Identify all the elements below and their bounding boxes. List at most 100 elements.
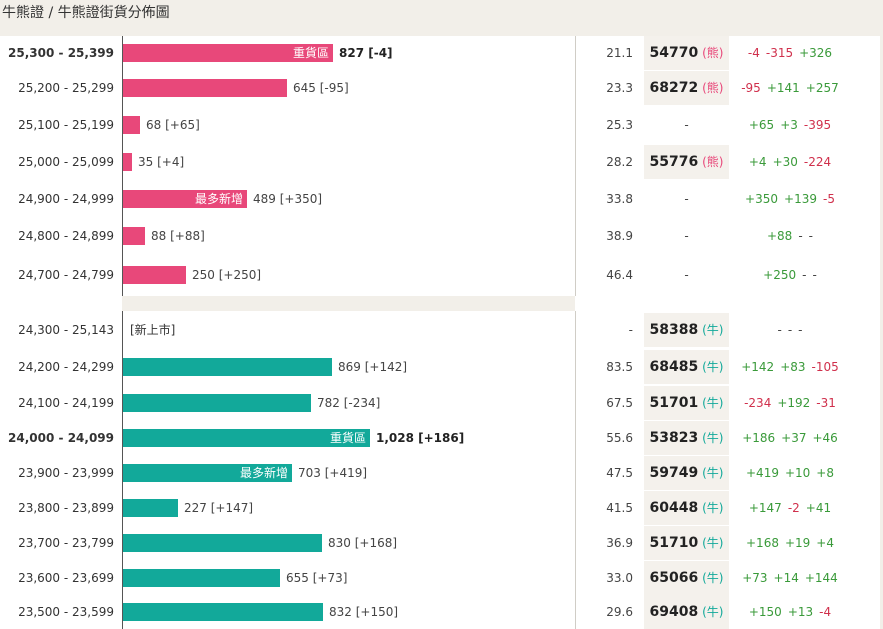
- warrant-code-cell[interactable]: 65066 (牛): [644, 561, 729, 595]
- change-value: +168: [746, 536, 779, 550]
- table-row[interactable]: 24,700 - 24,799 250 [+250] 46.4- +250- -: [0, 258, 883, 292]
- change-value: -395: [803, 118, 832, 132]
- strike-range: 25,100 - 25,199: [18, 118, 114, 132]
- warrant-code-cell[interactable]: 59749 (牛): [644, 456, 729, 490]
- warrant-code-cell[interactable]: 54770 (熊): [644, 36, 729, 70]
- strike-range: 24,300 - 25,143: [18, 323, 114, 337]
- outstanding-value: 832 [+150]: [329, 605, 399, 619]
- warrant-code-cell[interactable]: 51710 (牛): [644, 526, 729, 560]
- change-value: +8: [816, 466, 834, 480]
- ratio-value: 67.5: [606, 396, 633, 410]
- table-row[interactable]: 25,200 - 25,299 645 [-95] 23.3 68272 (熊) -95…: [0, 71, 883, 105]
- change-values: +65 +3 -395: [735, 108, 845, 142]
- outstanding-value: 250 [+250]: [192, 268, 262, 282]
- table-row[interactable]: 25,300 - 25,399 重貨區 827 [-4] 21.1 54770 (熊) -…: [0, 36, 883, 70]
- change-value: -: [798, 323, 803, 337]
- warrant-code-cell[interactable]: 68485 (牛): [644, 350, 729, 384]
- change-values: +88- -: [735, 219, 845, 253]
- change-value: +257: [805, 81, 839, 95]
- ratio-value: 55.6: [606, 431, 633, 445]
- bear-axis-line: [122, 36, 123, 296]
- bear-bar: 最多新增: [123, 190, 247, 208]
- warrant-code[interactable]: 68485: [649, 359, 699, 375]
- table-row[interactable]: 24,100 - 24,199 782 [-234] 67.5 51701 (牛) -2…: [0, 386, 883, 420]
- change-value: +139: [784, 192, 817, 206]
- ratio-value: 28.2: [606, 155, 633, 169]
- change-value: +19: [784, 536, 811, 550]
- warrant-kind: (牛): [698, 466, 724, 480]
- change-value: -234: [744, 396, 772, 410]
- table-row[interactable]: 23,700 - 23,799 830 [+168] 36.9 51710 (牛) +1…: [0, 526, 883, 560]
- change-values: +4 +30 -224: [735, 145, 845, 179]
- warrant-code-cell[interactable]: 58388 (牛): [644, 313, 729, 347]
- warrant-code-cell[interactable]: 51701 (牛): [644, 386, 729, 420]
- ratio-value: 38.9: [606, 229, 633, 243]
- strike-range: 24,000 - 24,099: [8, 431, 114, 445]
- ratio-value: 41.5: [606, 501, 633, 515]
- strike-range: 24,900 - 24,999: [18, 192, 114, 206]
- bear-bar: [123, 116, 140, 134]
- warrant-kind: (牛): [698, 431, 724, 445]
- warrant-kind: (牛): [698, 323, 724, 337]
- change-value: -95: [741, 81, 761, 95]
- bar-tag: 重貨區: [292, 46, 329, 60]
- table-row[interactable]: 24,300 - 25,143 [新上市] -58388 (牛) - - -: [0, 313, 883, 347]
- bear-bar: [123, 79, 287, 97]
- warrant-code[interactable]: 51710: [649, 535, 699, 551]
- strike-range: 23,800 - 23,899: [18, 501, 114, 515]
- warrant-code-cell[interactable]: 68272 (熊): [644, 71, 729, 105]
- strike-range: 24,800 - 24,899: [18, 229, 114, 243]
- warrant-code-cell[interactable]: 55776 (熊): [644, 145, 729, 179]
- warrant-code-cell: -: [644, 258, 729, 292]
- warrant-code[interactable]: 58388: [649, 322, 699, 338]
- warrant-code-cell[interactable]: 53823 (牛): [644, 421, 729, 455]
- warrant-code[interactable]: 68272: [649, 80, 699, 96]
- change-values: +419 +10 +8: [735, 456, 845, 490]
- warrant-code[interactable]: 55776: [649, 154, 699, 170]
- outstanding-value: 655 [+73]: [286, 571, 348, 585]
- table-row[interactable]: 25,000 - 25,099 35 [+4] 28.2 55776 (熊) +4 +30…: [0, 145, 883, 179]
- strike-range: 25,200 - 25,299: [18, 81, 114, 95]
- warrant-code[interactable]: 51701: [649, 395, 699, 411]
- warrant-code-cell[interactable]: 69408 (牛): [644, 595, 729, 629]
- bar-tag: 最多新增: [194, 192, 243, 206]
- strike-range: 24,200 - 24,299: [18, 360, 114, 374]
- outstanding-value: 88 [+88]: [151, 229, 205, 243]
- bull-bar: [123, 534, 322, 552]
- warrant-kind: (熊): [698, 155, 724, 169]
- table-row[interactable]: 23,800 - 23,899 227 [+147] 41.5 60448 (牛) +1…: [0, 491, 883, 525]
- table-row[interactable]: 25,100 - 25,199 68 [+65] 25.3 - +65 +3 -395: [0, 108, 883, 142]
- table-row[interactable]: 24,800 - 24,899 88 [+88] 38.9 - +88- -: [0, 219, 883, 253]
- table-row[interactable]: 23,900 - 23,999 最多新增 703 [+419] 47.5 59749 (…: [0, 456, 883, 490]
- outstanding-value: 489 [+350]: [253, 192, 323, 206]
- right-divider: [575, 36, 576, 296]
- ratio-value: 33.8: [606, 192, 633, 206]
- change-value: +326: [799, 46, 833, 60]
- warrant-code-empty: -: [684, 229, 689, 243]
- change-value: -2: [787, 501, 800, 515]
- strike-range: 23,900 - 23,999: [18, 466, 114, 480]
- warrant-code[interactable]: 60448: [649, 500, 699, 516]
- bear-bar: [123, 153, 132, 171]
- table-row[interactable]: 24,200 - 24,299 869 [+142] 83.5 68485 (牛) +1…: [0, 350, 883, 384]
- warrant-code[interactable]: 69408: [649, 604, 699, 620]
- change-values: -95 +141 +257: [735, 71, 845, 105]
- warrant-code[interactable]: 53823: [649, 430, 699, 446]
- outstanding-value: 68 [+65]: [146, 118, 200, 132]
- bear-bar: [123, 266, 186, 284]
- warrant-code-empty: -: [684, 118, 689, 132]
- change-value: +350: [745, 192, 779, 206]
- table-row[interactable]: 24,900 - 24,999 最多新增 489 [+350] 33.8 - +350 +1…: [0, 182, 883, 216]
- warrant-code[interactable]: 54770: [649, 45, 699, 61]
- bull-bar: [123, 569, 280, 587]
- bear-bar: [123, 227, 145, 245]
- bull-bar: [123, 499, 178, 517]
- table-row[interactable]: 24,000 - 24,099 重貨區 1,028 [+186] 55.6 53823 …: [0, 421, 883, 455]
- table-row[interactable]: 23,500 - 23,599 832 [+150] 29.6 69408 (牛) +1…: [0, 595, 883, 629]
- warrant-code[interactable]: 65066: [649, 570, 699, 586]
- table-row[interactable]: 23,600 - 23,699 655 [+73] 33.0 65066 (牛) +73…: [0, 561, 883, 595]
- warrant-code-cell[interactable]: 60448 (牛): [644, 491, 729, 525]
- change-value: +37: [781, 431, 807, 445]
- strike-range: 25,000 - 25,099: [18, 155, 114, 169]
- warrant-code[interactable]: 59749: [649, 465, 699, 481]
